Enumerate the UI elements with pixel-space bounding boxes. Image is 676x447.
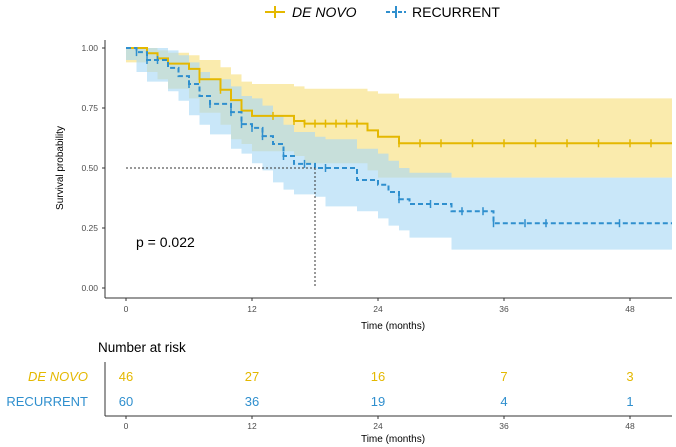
risk-table-title: Number at risk: [98, 340, 186, 355]
x-ticks: 0 12 24 36 48: [124, 298, 635, 314]
risk-x-ticks: 0 12 24 36 48: [124, 416, 635, 431]
y-tick-label: 0.50: [81, 163, 98, 173]
y-axis-title: Survival probability: [55, 126, 66, 210]
p-value-label: p = 0.022: [136, 234, 195, 250]
legend-item-de-novo[interactable]: DE NOVO: [265, 4, 357, 20]
risk-x-tick-label: 36: [499, 421, 509, 431]
risk-x-tick-label: 24: [373, 421, 383, 431]
legend-item-recurrent[interactable]: RECURRENT: [386, 4, 500, 20]
risk-x-tick-label: 0: [124, 421, 129, 431]
risk-table: Number at risk DE NOVO RECURRENT 46 27 16 7…: [6, 340, 672, 445]
risk-cells: 46 27 16 7 3 60 36 19 4 1: [119, 369, 634, 409]
risk-count-de-novo: 27: [245, 369, 259, 384]
y-ticks: 0.00 0.25 0.50 0.75 1.00: [81, 43, 105, 293]
legend: DE NOVO RECURRENT: [265, 4, 500, 20]
x-tick-label: 12: [247, 304, 257, 314]
risk-x-tick-label: 48: [625, 421, 635, 431]
survival-curve-de-novo: [126, 47, 672, 145]
survival-curves: [126, 47, 672, 225]
x-axis-title: Time (months): [361, 321, 425, 332]
y-tick-label: 0.00: [81, 283, 98, 293]
risk-count-recurrent: 60: [119, 394, 133, 409]
risk-count-de-novo: 16: [371, 369, 385, 384]
legend-label-de-novo: DE NOVO: [292, 4, 357, 20]
risk-row-label-de-novo: DE NOVO: [28, 369, 88, 384]
risk-count-de-novo: 46: [119, 369, 133, 384]
survival-curve-recurrent: [126, 47, 672, 225]
risk-count-de-novo: 7: [500, 369, 507, 384]
ci-band-recurrent: [126, 48, 672, 250]
risk-count-recurrent: 4: [500, 394, 507, 409]
legend-label-recurrent: RECURRENT: [412, 4, 500, 20]
x-tick-label: 0: [124, 304, 129, 314]
y-tick-label: 1.00: [81, 43, 98, 53]
risk-count-recurrent: 36: [245, 394, 259, 409]
risk-row-label-recurrent: RECURRENT: [6, 394, 88, 409]
risk-x-axis-title: Time (months): [361, 434, 425, 445]
risk-count-de-novo: 3: [626, 369, 633, 384]
x-tick-label: 36: [499, 304, 509, 314]
risk-count-recurrent: 1: [626, 394, 633, 409]
plot-axes: [104, 40, 672, 299]
x-tick-label: 48: [625, 304, 635, 314]
x-tick-label: 24: [373, 304, 383, 314]
y-tick-label: 0.25: [81, 223, 98, 233]
risk-count-recurrent: 19: [371, 394, 385, 409]
censor-marks: [135, 48, 652, 228]
median-survival-lines: [126, 167, 316, 288]
y-tick-label: 0.75: [81, 103, 98, 113]
risk-x-tick-label: 12: [247, 421, 257, 431]
